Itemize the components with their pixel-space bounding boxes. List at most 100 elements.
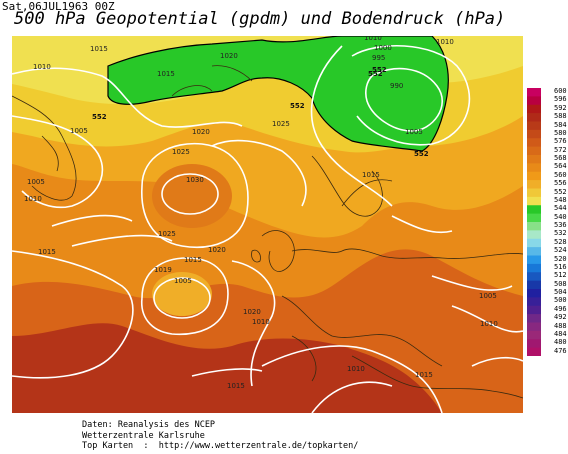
legend-swatch xyxy=(527,129,541,139)
legend-level-label: 528 xyxy=(554,237,567,246)
legend-level-label: 500 xyxy=(554,296,567,305)
legend-swatch xyxy=(527,205,541,215)
coastlines xyxy=(12,65,523,399)
legend-level-label: 524 xyxy=(554,246,567,255)
footer-credits: Daten: Reanalysis des NCEP Wetterzentral… xyxy=(82,420,358,452)
legend-swatch xyxy=(527,238,541,248)
geopotential-labels: 552 552 552 552 552 xyxy=(92,66,429,158)
legend-swatch xyxy=(527,171,541,181)
legend-level-label: 548 xyxy=(554,195,567,204)
legend-swatch xyxy=(527,263,541,273)
isobar-label: 1015 xyxy=(38,248,56,256)
legend-swatch xyxy=(527,88,541,97)
isobar-label: 1005 xyxy=(70,127,88,135)
legend-level-label: 560 xyxy=(554,170,567,179)
legend-level-label: 588 xyxy=(554,112,567,121)
isobar-label: 1000 xyxy=(374,44,392,52)
geopotential-label: 552 xyxy=(290,102,305,110)
legend-swatch xyxy=(527,289,541,298)
isobar-label: 1015 xyxy=(90,45,108,53)
legend-level-label: 552 xyxy=(554,187,567,196)
legend-level-label: 556 xyxy=(554,179,567,188)
legend-swatch xyxy=(527,196,541,206)
geopotential-label: 552 xyxy=(414,150,429,158)
legend-swatch xyxy=(527,146,541,156)
legend-level-label: 504 xyxy=(554,288,567,296)
legend-swatch xyxy=(527,155,541,164)
legend-swatch xyxy=(527,297,541,307)
legend-swatch xyxy=(527,222,541,231)
isobar-label: 1015 xyxy=(227,382,245,390)
isobar-label: 1010 xyxy=(24,195,42,203)
isobar-label: 1005 xyxy=(174,277,192,285)
map-canvas: 1015 1010 1010 1015 1020 1000 1010 995 9… xyxy=(12,36,523,413)
legend-swatch xyxy=(527,272,541,282)
legend-level-label: 544 xyxy=(554,204,567,213)
legend-swatch xyxy=(527,322,541,332)
isobar-label: 1020 xyxy=(192,128,210,136)
legend-level-label: 584 xyxy=(554,120,567,129)
legend-swatch xyxy=(527,163,541,173)
warm-core-2 xyxy=(152,272,212,316)
isobar-label: 1005 xyxy=(479,292,497,300)
map-title: 500 hPa Geopotential (gpdm) und Bodendru… xyxy=(14,9,506,29)
legend-level-label: 580 xyxy=(554,128,567,137)
isobar-label: 1010 xyxy=(436,38,454,46)
legend-swatch xyxy=(527,255,541,265)
isobar-label: 1010 xyxy=(33,63,51,71)
geopotential-label: 552 xyxy=(92,113,107,121)
legend-level-label: 536 xyxy=(554,221,567,229)
legend-level-label: 596 xyxy=(554,95,567,104)
isobar-label: 1020 xyxy=(208,246,226,254)
date-label: Sat,06JUL1963 00Z xyxy=(2,0,115,13)
legend-level-label: 540 xyxy=(554,212,567,221)
weather-map: 1015 1010 1010 1015 1020 1000 1010 995 9… xyxy=(12,36,523,413)
geopotential-label: 552 xyxy=(372,66,387,74)
legend-level-label: 476 xyxy=(554,346,567,355)
isobar-label: 1015 xyxy=(184,256,202,264)
isobar-label: 1010 xyxy=(252,318,270,326)
legend-swatch xyxy=(527,180,541,189)
warm-core-1 xyxy=(152,164,232,228)
isobar-label: 1025 xyxy=(158,230,176,238)
isobar-label: 1005 xyxy=(405,128,423,136)
legend-swatch xyxy=(527,121,541,131)
isobar-label: 1005 xyxy=(27,178,45,186)
legend-level-label: 532 xyxy=(554,229,567,238)
geopotential-label: 552 xyxy=(368,70,383,78)
isobar-label: 1015 xyxy=(157,70,175,78)
footer-line-2: Wetterzentrale Karlsruhe xyxy=(82,430,205,441)
legend-level-label: 520 xyxy=(554,254,567,263)
legend-level-label: 516 xyxy=(554,262,567,271)
legend-level-label: 496 xyxy=(554,304,567,313)
isobar-label: 1020 xyxy=(243,308,261,316)
legend-swatch xyxy=(527,113,541,122)
legend-swatch xyxy=(527,230,541,240)
footer-line-3: Top Karten : http://www.wetterzentrale.d… xyxy=(82,441,359,451)
legend-level-label: 512 xyxy=(554,271,567,280)
legend-level-label: 572 xyxy=(554,145,567,154)
legend-level-label: 568 xyxy=(554,154,567,162)
legend-swatch xyxy=(527,247,541,256)
isobar-label: 1010 xyxy=(364,36,382,42)
legend-swatch xyxy=(527,339,541,349)
isobar-label: 1020 xyxy=(220,52,238,60)
legend-swatch xyxy=(527,104,541,114)
legend-level-label: 480 xyxy=(554,338,567,347)
legend-level-label: 484 xyxy=(554,329,567,338)
isobars xyxy=(12,44,523,413)
legend-swatch xyxy=(527,314,541,323)
isobar-label: 1015 xyxy=(362,171,380,179)
isobar-labels: 1015 1010 1010 1015 1020 1000 1010 995 9… xyxy=(24,36,498,390)
isobar-label: 990 xyxy=(390,82,403,90)
legend-swatch xyxy=(527,213,541,223)
legend-level-label: 488 xyxy=(554,321,567,330)
legend-level-label: 564 xyxy=(554,162,567,171)
isobar-label: 1019 xyxy=(154,266,172,274)
color-legend xyxy=(527,88,541,360)
legend-bar xyxy=(527,88,541,357)
legend-level-label: 492 xyxy=(554,313,567,322)
legend-swatch xyxy=(527,347,541,357)
legend-level-label: 576 xyxy=(554,137,567,146)
legend-level-label: 600 xyxy=(554,87,567,95)
